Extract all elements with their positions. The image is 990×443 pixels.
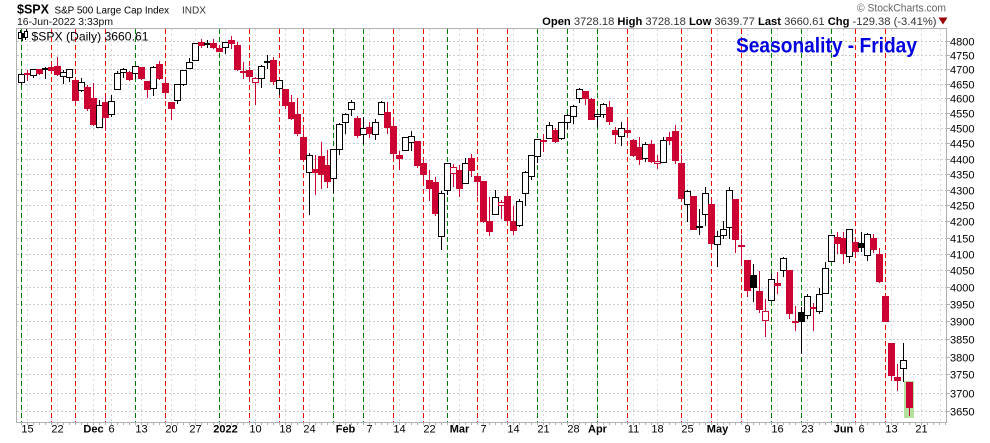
svg-text:21: 21 xyxy=(915,424,927,436)
svg-text:4400: 4400 xyxy=(950,155,974,167)
svg-text:Feb: Feb xyxy=(336,424,356,436)
svg-text:15: 15 xyxy=(21,424,33,436)
svg-text:20: 20 xyxy=(165,424,177,436)
svg-text:4800: 4800 xyxy=(950,37,974,49)
svg-text:24: 24 xyxy=(303,424,315,436)
svg-text:23: 23 xyxy=(801,424,813,436)
svg-text:14: 14 xyxy=(393,424,405,436)
svg-text:4200: 4200 xyxy=(950,217,974,229)
svg-text:$SPX (Daily) 3660.61: $SPX (Daily) 3660.61 xyxy=(32,30,149,44)
svg-text:6: 6 xyxy=(858,424,864,436)
svg-text:4350: 4350 xyxy=(950,170,974,182)
svg-text:3800: 3800 xyxy=(950,353,974,365)
svg-text:May: May xyxy=(707,424,729,436)
svg-text:4250: 4250 xyxy=(950,201,974,213)
svg-text:2022: 2022 xyxy=(213,424,237,436)
svg-text:4450: 4450 xyxy=(950,139,974,151)
svg-text:4550: 4550 xyxy=(950,109,974,121)
svg-text:4150: 4150 xyxy=(950,234,974,246)
svg-text:27: 27 xyxy=(189,424,201,436)
svg-text:3700: 3700 xyxy=(950,389,974,401)
svg-text:28: 28 xyxy=(567,424,579,436)
svg-text:4600: 4600 xyxy=(950,94,974,106)
svg-text:Jun: Jun xyxy=(834,424,854,436)
svg-text:21: 21 xyxy=(537,424,549,436)
svg-text:3900: 3900 xyxy=(950,317,974,329)
svg-text:14: 14 xyxy=(507,424,519,436)
svg-text:4650: 4650 xyxy=(950,80,974,92)
svg-text:4100: 4100 xyxy=(950,250,974,262)
svg-text:18: 18 xyxy=(651,424,663,436)
svg-text:13: 13 xyxy=(885,424,897,436)
svg-text:4500: 4500 xyxy=(950,124,974,136)
svg-text:Apr: Apr xyxy=(588,424,608,436)
svg-text:4700: 4700 xyxy=(950,65,974,77)
svg-text:3850: 3850 xyxy=(950,335,974,347)
svg-text:S&P 500 Large Cap Index: S&P 500 Large Cap Index xyxy=(55,5,170,17)
svg-text:16: 16 xyxy=(771,424,783,436)
svg-text:© StockCharts.com: © StockCharts.com xyxy=(857,3,946,15)
svg-text:4050: 4050 xyxy=(950,266,974,278)
svg-text:Seasonality - Friday: Seasonality - Friday xyxy=(736,34,917,58)
svg-text:6: 6 xyxy=(108,424,114,436)
svg-text:10: 10 xyxy=(249,424,261,436)
svg-text:7: 7 xyxy=(366,424,372,436)
svg-text:4750: 4750 xyxy=(950,51,974,63)
svg-text:3950: 3950 xyxy=(950,300,974,312)
svg-text:4300: 4300 xyxy=(950,186,974,198)
svg-text:18: 18 xyxy=(279,424,291,436)
svg-text:Open 3728.18 High 3728.18 Low: Open 3728.18 High 3728.18 Low 3639.77 La… xyxy=(542,16,937,28)
svg-text:22: 22 xyxy=(51,424,63,436)
svg-text:$SPX: $SPX xyxy=(17,3,50,17)
svg-text:7: 7 xyxy=(480,424,486,436)
svg-text:25: 25 xyxy=(681,424,693,436)
svg-text:22: 22 xyxy=(423,424,435,436)
svg-text:3750: 3750 xyxy=(950,370,974,382)
svg-text:3650: 3650 xyxy=(950,407,974,419)
svg-text:13: 13 xyxy=(135,424,147,436)
svg-text:INDX: INDX xyxy=(182,6,206,17)
svg-text:4000: 4000 xyxy=(950,283,974,295)
svg-text:Dec: Dec xyxy=(83,424,103,436)
svg-text:Mar: Mar xyxy=(450,424,470,436)
svg-text:9: 9 xyxy=(744,424,750,436)
svg-text:11: 11 xyxy=(628,424,639,436)
svg-text:16-Jun-2022 3:33pm: 16-Jun-2022 3:33pm xyxy=(17,16,113,28)
